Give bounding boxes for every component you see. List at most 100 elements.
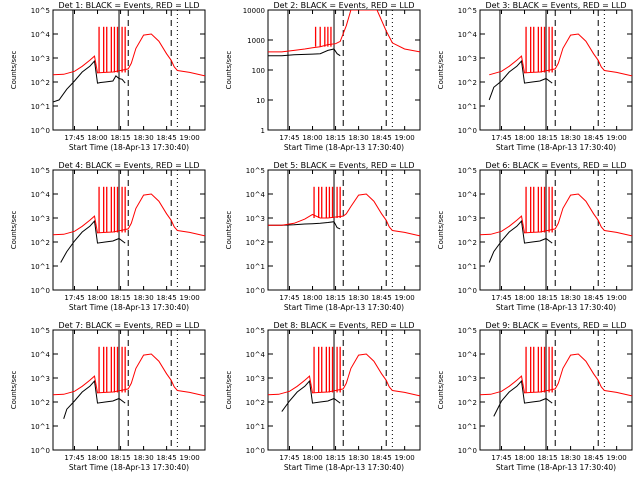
series-line-lld bbox=[53, 33, 205, 77]
y-tick-label: 10^4 bbox=[31, 31, 51, 39]
panel-title: Det 9: BLACK = Events, RED = LLD bbox=[486, 321, 627, 330]
x-axis-label: Start Time (18-Apr-13 17:30:40) bbox=[284, 463, 404, 472]
y-tick-label: 10^4 bbox=[31, 191, 51, 199]
series-group bbox=[268, 346, 420, 412]
detector-panel-1: 10^010^110^210^310^410^517:45 18:00 18:15 1… bbox=[10, 1, 206, 152]
panel-title: Det 4: BLACK = Events, RED = LLD bbox=[59, 161, 200, 170]
y-tick-label: 10^2 bbox=[458, 79, 477, 87]
y-tick-label: 1 bbox=[261, 127, 265, 135]
x-axis-label: Start Time (18-Apr-13 17:30:40) bbox=[284, 303, 404, 312]
y-tick-label: 10^2 bbox=[31, 79, 50, 87]
y-tick-label: 10^3 bbox=[458, 215, 477, 223]
plot-frame bbox=[267, 9, 421, 131]
y-tick-label: 10^4 bbox=[246, 351, 266, 359]
x-tick-label: 19:00 bbox=[607, 134, 627, 142]
y-axis-label: Counts/sec bbox=[437, 51, 445, 90]
y-axis-label: Counts/sec bbox=[10, 211, 18, 250]
x-tick-label: 18:00 bbox=[302, 294, 322, 302]
detector-panel-3: 10^010^110^210^310^410^517:45 18:00 18:15 1… bbox=[437, 1, 633, 152]
series-line-lld bbox=[268, 10, 420, 53]
panel-title: Det 1: BLACK = Events, RED = LLD bbox=[59, 1, 200, 10]
detector-panel-6: 10^010^110^210^310^410^517:45 18:00 18:15 1… bbox=[437, 161, 633, 312]
y-tick-label: 10^0 bbox=[31, 127, 50, 135]
detector-panel-5: 10^010^110^210^310^410^517:45 18:00 18:15 1… bbox=[225, 161, 421, 312]
series-group bbox=[53, 346, 205, 419]
x-tick-label: 18:30 bbox=[348, 134, 368, 142]
x-tick-label: 18:00 bbox=[302, 134, 322, 142]
x-tick-label: 17:45 bbox=[64, 454, 84, 462]
series-line-lld bbox=[268, 353, 420, 397]
series-line-events bbox=[281, 379, 341, 412]
y-tick-label: 10^3 bbox=[458, 375, 477, 383]
x-axis-label: Start Time (18-Apr-13 17:30:40) bbox=[284, 143, 404, 152]
plot-frame bbox=[52, 9, 206, 131]
y-tick-label: 10^1 bbox=[31, 103, 50, 111]
series-line-events bbox=[53, 59, 126, 103]
x-tick-label: 17:45 bbox=[279, 454, 299, 462]
y-tick-label: 1000 bbox=[247, 37, 265, 45]
y-tick-label: 10^3 bbox=[246, 375, 265, 383]
detector-panel-9: 10^010^110^210^310^410^517:45 18:00 18:15 1… bbox=[437, 321, 633, 472]
x-tick-label: 17:45 bbox=[491, 454, 511, 462]
x-tick-label: 18:30 bbox=[133, 294, 153, 302]
panel-title: Det 7: BLACK = Events, RED = LLD bbox=[59, 321, 200, 330]
series-line-lld bbox=[480, 193, 632, 237]
x-tick-label: 18:00 bbox=[514, 454, 534, 462]
y-tick-label: 10^3 bbox=[31, 375, 50, 383]
y-tick-label: 10^3 bbox=[31, 215, 50, 223]
panel-title: Det 6: BLACK = Events, RED = LLD bbox=[486, 161, 627, 170]
y-tick-label: 10^5 bbox=[458, 7, 477, 15]
x-tick-label: 18:30 bbox=[133, 134, 153, 142]
x-axis-label: Start Time (18-Apr-13 17:30:40) bbox=[496, 463, 616, 472]
x-tick-label: 18:45 bbox=[372, 454, 392, 462]
y-tick-label: 10^4 bbox=[458, 351, 478, 359]
y-tick-label: 10^3 bbox=[458, 55, 477, 63]
plot-frame bbox=[479, 169, 633, 291]
x-tick-label: 18:00 bbox=[87, 454, 107, 462]
x-axis-label: Start Time (18-Apr-13 17:30:40) bbox=[69, 143, 189, 152]
y-tick-label: 10^1 bbox=[458, 103, 477, 111]
detector-panel-7: 10^010^110^210^310^410^517:45 18:00 18:15 1… bbox=[10, 321, 206, 472]
series-line-events bbox=[268, 48, 341, 57]
y-tick-label: 10^3 bbox=[31, 55, 50, 63]
x-tick-label: 18:45 bbox=[372, 294, 392, 302]
x-tick-label: 17:45 bbox=[64, 134, 84, 142]
detector-panel-4: 10^010^110^210^310^410^517:45 18:00 18:15 1… bbox=[10, 161, 206, 312]
y-tick-label: 10^4 bbox=[458, 31, 478, 39]
x-tick-label: 19:00 bbox=[395, 294, 415, 302]
series-group bbox=[53, 26, 205, 103]
x-tick-label: 18:00 bbox=[87, 294, 107, 302]
detector-panel-8: 10^010^110^210^310^410^517:45 18:00 18:15 1… bbox=[225, 321, 421, 472]
x-tick-label: 19:00 bbox=[395, 454, 415, 462]
y-tick-label: 10^5 bbox=[246, 167, 265, 175]
x-tick-label: 17:45 bbox=[64, 294, 84, 302]
series-line-lld bbox=[489, 33, 632, 77]
series-line-events bbox=[60, 219, 126, 263]
plot-frame bbox=[52, 329, 206, 451]
y-tick-label: 10^2 bbox=[31, 239, 50, 247]
x-tick-label: 18:15 bbox=[325, 454, 345, 462]
series-line-lld bbox=[480, 353, 632, 397]
x-tick-label: 18:30 bbox=[133, 454, 153, 462]
y-axis-label: Counts/sec bbox=[225, 211, 233, 250]
x-tick-label: 18:45 bbox=[372, 134, 392, 142]
y-tick-label: 10^0 bbox=[246, 287, 265, 295]
x-tick-label: 19:00 bbox=[180, 134, 200, 142]
x-tick-label: 19:00 bbox=[180, 454, 200, 462]
y-tick-label: 10 bbox=[256, 97, 265, 105]
x-axis-label: Start Time (18-Apr-13 17:30:40) bbox=[496, 303, 616, 312]
panel-title: Det 3: BLACK = Events, RED = LLD bbox=[486, 1, 627, 10]
y-tick-label: 10^2 bbox=[246, 239, 265, 247]
y-tick-label: 10^3 bbox=[246, 215, 265, 223]
y-tick-label: 10^5 bbox=[458, 167, 477, 175]
x-tick-label: 18:30 bbox=[560, 134, 580, 142]
y-tick-label: 10^1 bbox=[458, 263, 477, 271]
x-tick-label: 18:00 bbox=[514, 134, 534, 142]
x-tick-label: 18:30 bbox=[348, 454, 368, 462]
y-tick-label: 10^5 bbox=[31, 327, 50, 335]
y-axis-label: Counts/sec bbox=[225, 371, 233, 410]
x-tick-label: 19:00 bbox=[607, 454, 627, 462]
series-group bbox=[268, 186, 420, 237]
y-tick-label: 10^0 bbox=[31, 447, 50, 455]
series-group bbox=[268, 10, 420, 57]
